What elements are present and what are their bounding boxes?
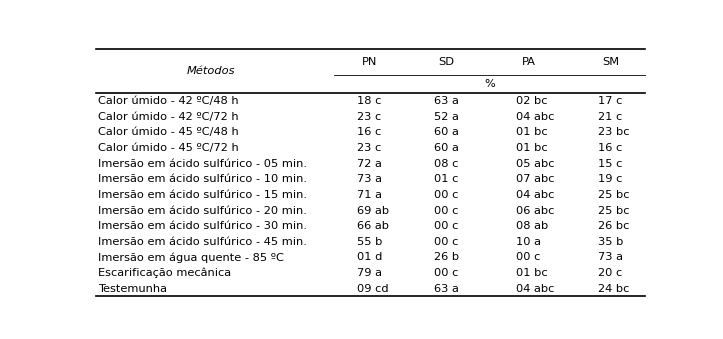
Text: PN: PN [362,57,377,66]
Text: Calor úmido - 42 ºC/48 h: Calor úmido - 42 ºC/48 h [98,96,239,106]
Text: 00 c: 00 c [434,221,458,231]
Text: 52 a: 52 a [434,112,458,122]
Text: 04 abc: 04 abc [516,190,555,200]
Text: 01 c: 01 c [434,174,458,184]
Text: 66 ab: 66 ab [357,221,389,231]
Text: 25 bc: 25 bc [598,205,630,216]
Text: 23 c: 23 c [357,112,381,122]
Text: SM: SM [602,57,619,66]
Text: Calor úmido - 45 ºC/72 h: Calor úmido - 45 ºC/72 h [98,143,239,153]
Text: Imersão em ácido sulfúrico - 05 min.: Imersão em ácido sulfúrico - 05 min. [98,159,307,169]
Text: PA: PA [521,57,536,66]
Text: 24 bc: 24 bc [598,284,630,294]
Text: 04 abc: 04 abc [516,284,555,294]
Text: 08 c: 08 c [434,159,458,169]
Text: 23 bc: 23 bc [598,127,630,137]
Text: 69 ab: 69 ab [357,205,389,216]
Text: SD: SD [438,57,454,66]
Text: 16 c: 16 c [357,127,381,137]
Text: 19 c: 19 c [598,174,623,184]
Text: 09 cd: 09 cd [357,284,389,294]
Text: Métodos: Métodos [187,66,235,76]
Text: 26 bc: 26 bc [598,221,630,231]
Text: 71 a: 71 a [357,190,382,200]
Text: 18 c: 18 c [357,96,382,106]
Text: 60 a: 60 a [434,127,458,137]
Text: Testemunha: Testemunha [98,284,167,294]
Text: 01 d: 01 d [357,253,382,262]
Text: 01 bc: 01 bc [516,127,548,137]
Text: Imersão em ácido sulfúrico - 10 min.: Imersão em ácido sulfúrico - 10 min. [98,174,307,184]
Text: 55 b: 55 b [357,237,382,247]
Text: Imersão em ácido sulfúrico - 45 min.: Imersão em ácido sulfúrico - 45 min. [98,237,307,247]
Text: 17 c: 17 c [598,96,623,106]
Text: %: % [484,79,495,89]
Text: 16 c: 16 c [598,143,623,153]
Text: 10 a: 10 a [516,237,542,247]
Text: 00 c: 00 c [434,268,458,278]
Text: 63 a: 63 a [434,96,458,106]
Text: 00 c: 00 c [516,253,541,262]
Text: Calor úmido - 42 ºC/72 h: Calor úmido - 42 ºC/72 h [98,112,239,122]
Text: 26 b: 26 b [434,253,459,262]
Text: 73 a: 73 a [357,174,382,184]
Text: 73 a: 73 a [598,253,623,262]
Text: 07 abc: 07 abc [516,174,555,184]
Text: Escarificação mecânica: Escarificação mecânica [98,268,231,278]
Text: 79 a: 79 a [357,268,382,278]
Text: 05 abc: 05 abc [516,159,555,169]
Text: 23 c: 23 c [357,143,381,153]
Text: 04 abc: 04 abc [516,112,555,122]
Text: 15 c: 15 c [598,159,623,169]
Text: 01 bc: 01 bc [516,143,548,153]
Text: Imersão em ácido sulfúrico - 20 min.: Imersão em ácido sulfúrico - 20 min. [98,205,307,216]
Text: 20 c: 20 c [598,268,623,278]
Text: 08 ab: 08 ab [516,221,549,231]
Text: 06 abc: 06 abc [516,205,555,216]
Text: 21 c: 21 c [598,112,623,122]
Text: Imersão em água quente - 85 ºC: Imersão em água quente - 85 ºC [98,252,283,263]
Text: 63 a: 63 a [434,284,458,294]
Text: 72 a: 72 a [357,159,382,169]
Text: 00 c: 00 c [434,237,458,247]
Text: Calor úmido - 45 ºC/48 h: Calor úmido - 45 ºC/48 h [98,127,239,137]
Text: 25 bc: 25 bc [598,190,630,200]
Text: 35 b: 35 b [598,237,623,247]
Text: 60 a: 60 a [434,143,458,153]
Text: 02 bc: 02 bc [516,96,548,106]
Text: 00 c: 00 c [434,205,458,216]
Text: Imersão em ácido sulfúrico - 15 min.: Imersão em ácido sulfúrico - 15 min. [98,190,307,200]
Text: 01 bc: 01 bc [516,268,548,278]
Text: Imersão em ácido sulfúrico - 30 min.: Imersão em ácido sulfúrico - 30 min. [98,221,307,231]
Text: 00 c: 00 c [434,190,458,200]
